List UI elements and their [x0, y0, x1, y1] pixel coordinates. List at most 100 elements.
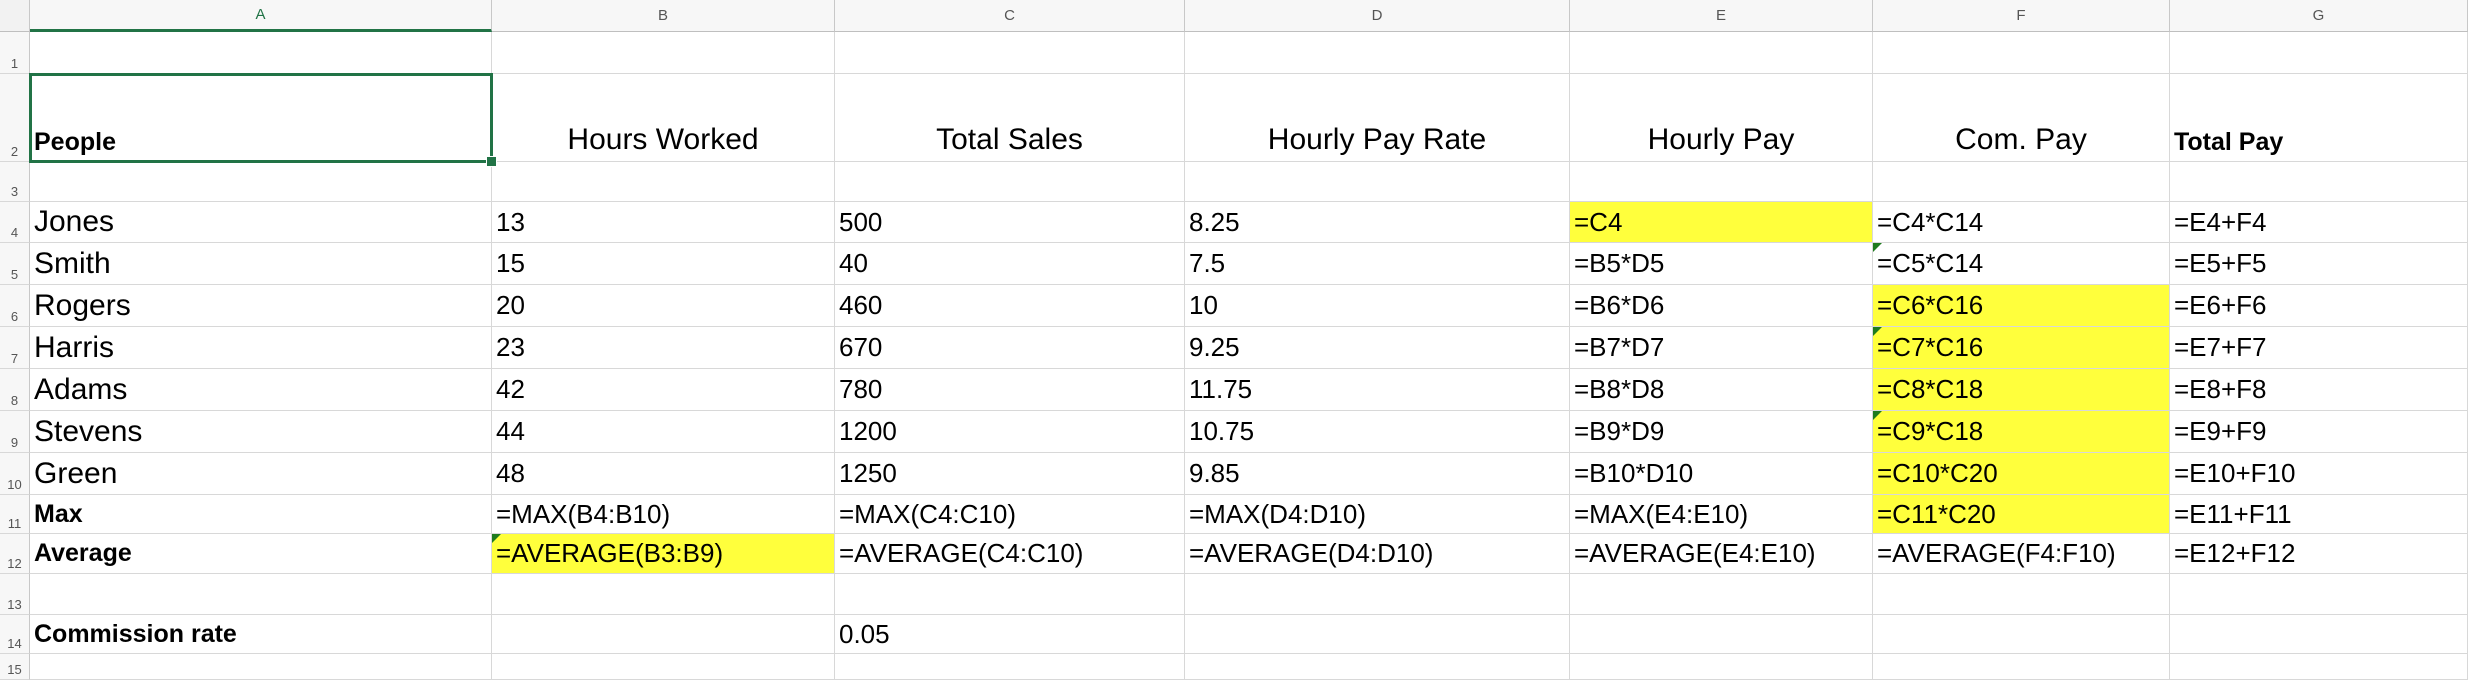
cell-b12[interactable]: =AVERAGE(B3:B9)	[492, 534, 835, 574]
row-header-15[interactable]: 15	[0, 654, 30, 680]
row-header-13[interactable]: 13	[0, 574, 30, 615]
cell-d5[interactable]: 7.5	[1185, 243, 1570, 285]
cell-d4[interactable]: 8.25	[1185, 202, 1570, 243]
column-header-g[interactable]: G	[2170, 0, 2468, 32]
cell-f10[interactable]: =C10*C20	[1873, 453, 2170, 495]
cell-e4[interactable]: =C4	[1570, 202, 1873, 243]
cell-f7[interactable]: =C7*C16	[1873, 327, 2170, 369]
cell-c13[interactable]	[835, 574, 1185, 615]
cell-b10[interactable]: 48	[492, 453, 835, 495]
cell-f14[interactable]	[1873, 615, 2170, 654]
cell-e12[interactable]: =AVERAGE(E4:E10)	[1570, 534, 1873, 574]
row-header-4[interactable]: 4	[0, 202, 30, 243]
column-header-f[interactable]: F	[1873, 0, 2170, 32]
row-header-8[interactable]: 8	[0, 369, 30, 411]
cell-a9[interactable]: Stevens	[30, 411, 492, 453]
cell-a6[interactable]: Rogers	[30, 285, 492, 327]
cell-a13[interactable]	[30, 574, 492, 615]
cell-a15[interactable]	[30, 654, 492, 680]
cell-e2[interactable]: Hourly Pay	[1570, 74, 1873, 162]
row-header-2[interactable]: 2	[0, 74, 30, 162]
cell-g15[interactable]	[2170, 654, 2468, 680]
cell-f6[interactable]: =C6*C16	[1873, 285, 2170, 327]
cell-a1[interactable]	[30, 32, 492, 74]
column-header-d[interactable]: D	[1185, 0, 1570, 32]
cell-c2[interactable]: Total Sales	[835, 74, 1185, 162]
cell-f5[interactable]: =C5*C14	[1873, 243, 2170, 285]
cell-b2[interactable]: Hours Worked	[492, 74, 835, 162]
cell-a3[interactable]	[30, 162, 492, 202]
cell-c14[interactable]: 0.05	[835, 615, 1185, 654]
cell-e8[interactable]: =B8*D8	[1570, 369, 1873, 411]
cell-d7[interactable]: 9.25	[1185, 327, 1570, 369]
cell-g4[interactable]: =E4+F4	[2170, 202, 2468, 243]
cell-d10[interactable]: 9.85	[1185, 453, 1570, 495]
cell-a8[interactable]: Adams	[30, 369, 492, 411]
row-header-7[interactable]: 7	[0, 327, 30, 369]
column-header-c[interactable]: C	[835, 0, 1185, 32]
cell-e15[interactable]	[1570, 654, 1873, 680]
cell-f3[interactable]	[1873, 162, 2170, 202]
cell-e1[interactable]	[1570, 32, 1873, 74]
cell-b5[interactable]: 15	[492, 243, 835, 285]
cell-c5[interactable]: 40	[835, 243, 1185, 285]
cell-e14[interactable]	[1570, 615, 1873, 654]
cell-b3[interactable]	[492, 162, 835, 202]
column-header-a[interactable]: A	[30, 0, 492, 32]
column-header-b[interactable]: B	[492, 0, 835, 32]
cell-g13[interactable]	[2170, 574, 2468, 615]
cell-b8[interactable]: 42	[492, 369, 835, 411]
cell-g2[interactable]: Total Pay	[2170, 74, 2468, 162]
cell-g8[interactable]: =E8+F8	[2170, 369, 2468, 411]
row-header-14[interactable]: 14	[0, 615, 30, 654]
cell-g12[interactable]: =E12+F12	[2170, 534, 2468, 574]
cell-f12[interactable]: =AVERAGE(F4:F10)	[1873, 534, 2170, 574]
cell-d14[interactable]	[1185, 615, 1570, 654]
cell-d11[interactable]: =MAX(D4:D10)	[1185, 495, 1570, 534]
cell-f15[interactable]	[1873, 654, 2170, 680]
cell-f13[interactable]	[1873, 574, 2170, 615]
cell-c10[interactable]: 1250	[835, 453, 1185, 495]
cell-e11[interactable]: =MAX(E4:E10)	[1570, 495, 1873, 534]
fill-handle[interactable]	[486, 156, 497, 167]
cell-g3[interactable]	[2170, 162, 2468, 202]
row-header-10[interactable]: 10	[0, 453, 30, 495]
cell-d3[interactable]	[1185, 162, 1570, 202]
cell-f11[interactable]: =C11*C20	[1873, 495, 2170, 534]
cell-g7[interactable]: =E7+F7	[2170, 327, 2468, 369]
cell-e3[interactable]	[1570, 162, 1873, 202]
cell-a4[interactable]: Jones	[30, 202, 492, 243]
cell-f4[interactable]: =C4*C14	[1873, 202, 2170, 243]
cell-b4[interactable]: 13	[492, 202, 835, 243]
cell-g5[interactable]: =E5+F5	[2170, 243, 2468, 285]
cell-e6[interactable]: =B6*D6	[1570, 285, 1873, 327]
cell-c6[interactable]: 460	[835, 285, 1185, 327]
cell-e7[interactable]: =B7*D7	[1570, 327, 1873, 369]
cell-a5[interactable]: Smith	[30, 243, 492, 285]
cell-b6[interactable]: 20	[492, 285, 835, 327]
cell-f9[interactable]: =C9*C18	[1873, 411, 2170, 453]
cell-b7[interactable]: 23	[492, 327, 835, 369]
row-header-3[interactable]: 3	[0, 162, 30, 202]
cell-b9[interactable]: 44	[492, 411, 835, 453]
cell-e13[interactable]	[1570, 574, 1873, 615]
cell-c4[interactable]: 500	[835, 202, 1185, 243]
cell-c11[interactable]: =MAX(C4:C10)	[835, 495, 1185, 534]
column-header-e[interactable]: E	[1570, 0, 1873, 32]
cell-a7[interactable]: Harris	[30, 327, 492, 369]
cell-g1[interactable]	[2170, 32, 2468, 74]
cell-c7[interactable]: 670	[835, 327, 1185, 369]
cell-a12[interactable]: Average	[30, 534, 492, 574]
cell-b14[interactable]	[492, 615, 835, 654]
cell-b1[interactable]	[492, 32, 835, 74]
cell-c1[interactable]	[835, 32, 1185, 74]
row-header-12[interactable]: 12	[0, 534, 30, 574]
cell-d9[interactable]: 10.75	[1185, 411, 1570, 453]
cell-d1[interactable]	[1185, 32, 1570, 74]
cell-g6[interactable]: =E6+F6	[2170, 285, 2468, 327]
cell-c9[interactable]: 1200	[835, 411, 1185, 453]
cell-d15[interactable]	[1185, 654, 1570, 680]
cell-g11[interactable]: =E11+F11	[2170, 495, 2468, 534]
cell-d12[interactable]: =AVERAGE(D4:D10)	[1185, 534, 1570, 574]
